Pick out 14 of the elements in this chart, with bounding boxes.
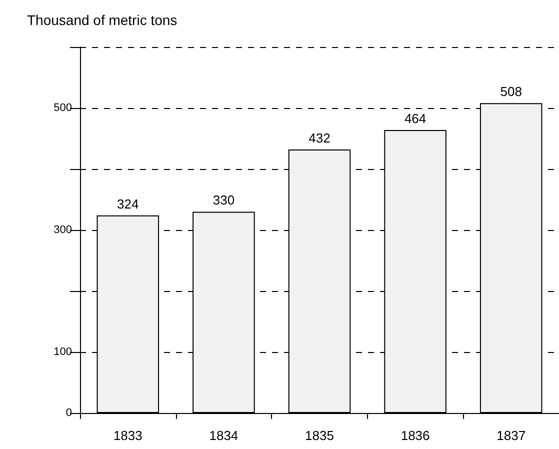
data-label: 464 <box>404 110 426 126</box>
x-tick-label: 1834 <box>209 428 238 443</box>
data-label: 432 <box>308 130 330 146</box>
y-tick-label: 100 <box>54 346 72 358</box>
x-tick-label: 1837 <box>496 428 526 443</box>
y-tick-label: 300 <box>54 224 72 236</box>
x-tick-label: 1836 <box>400 428 430 443</box>
y-tick-label: 500 <box>54 102 72 114</box>
x-tick-label: 1833 <box>113 428 142 443</box>
data-label: 508 <box>500 84 522 100</box>
data-label: 330 <box>212 192 235 208</box>
x-tick-label: 1835 <box>305 428 334 443</box>
data-label: 324 <box>117 196 139 212</box>
y-axis-title: Thousand of metric tons <box>27 12 178 28</box>
